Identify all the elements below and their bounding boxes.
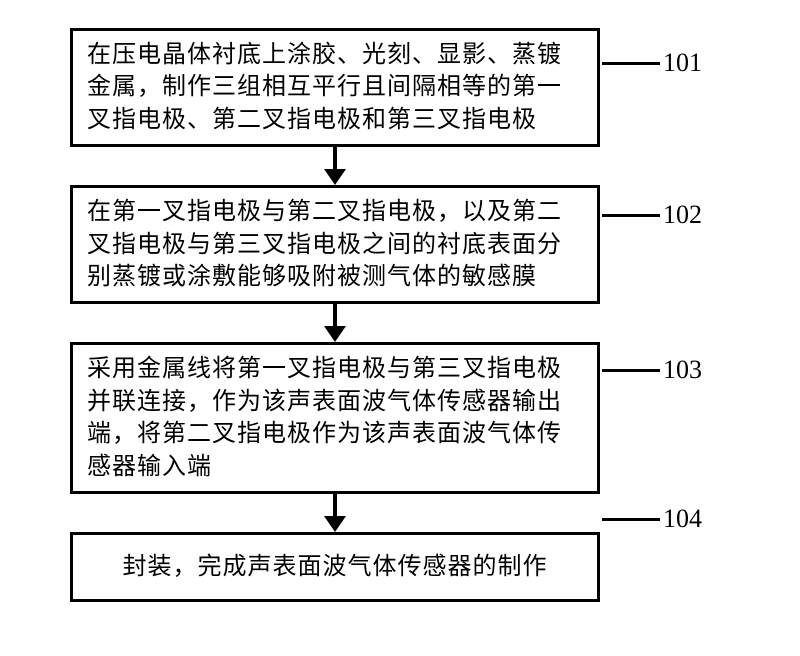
step-text: 在第一叉指电极与第二叉指电极，以及第二叉指电极与第三叉指电极之间的衬底表面分别蒸… [87, 199, 562, 290]
step-text: 封装，完成声表面波气体传感器的制作 [123, 554, 548, 580]
step-box-102: 在第一叉指电极与第二叉指电极，以及第二叉指电极与第三叉指电极之间的衬底表面分别蒸… [70, 185, 600, 304]
lead-line [602, 62, 660, 65]
label-text: 104 [663, 504, 702, 533]
step-box-101: 在压电晶体衬底上涂胶、光刻、显影、蒸镀金属，制作三组相互平行且间隔相等的第一叉指… [70, 28, 600, 147]
label-text: 103 [663, 355, 702, 384]
lead-line [602, 518, 660, 521]
flowchart: 在压电晶体衬底上涂胶、光刻、显影、蒸镀金属，制作三组相互平行且间隔相等的第一叉指… [70, 28, 630, 602]
lead-line [602, 369, 660, 372]
step-label-103: 103 [663, 355, 702, 385]
lead-line [602, 214, 660, 217]
step-text: 采用金属线将第一叉指电极与第三叉指电极并联连接，作为该声表面波气体传感器输出端，… [87, 356, 562, 479]
arrow [70, 147, 600, 185]
step-box-103: 采用金属线将第一叉指电极与第三叉指电极并联连接，作为该声表面波气体传感器输出端，… [70, 342, 600, 494]
step-text: 在压电晶体衬底上涂胶、光刻、显影、蒸镀金属，制作三组相互平行且间隔相等的第一叉指… [87, 42, 562, 133]
label-text: 102 [663, 200, 702, 229]
step-label-104: 104 [663, 504, 702, 534]
label-text: 101 [663, 48, 702, 77]
step-box-104: 封装，完成声表面波气体传感器的制作 [70, 532, 600, 602]
step-label-102: 102 [663, 200, 702, 230]
step-label-101: 101 [663, 48, 702, 78]
arrow [70, 304, 600, 342]
arrow [70, 494, 600, 532]
